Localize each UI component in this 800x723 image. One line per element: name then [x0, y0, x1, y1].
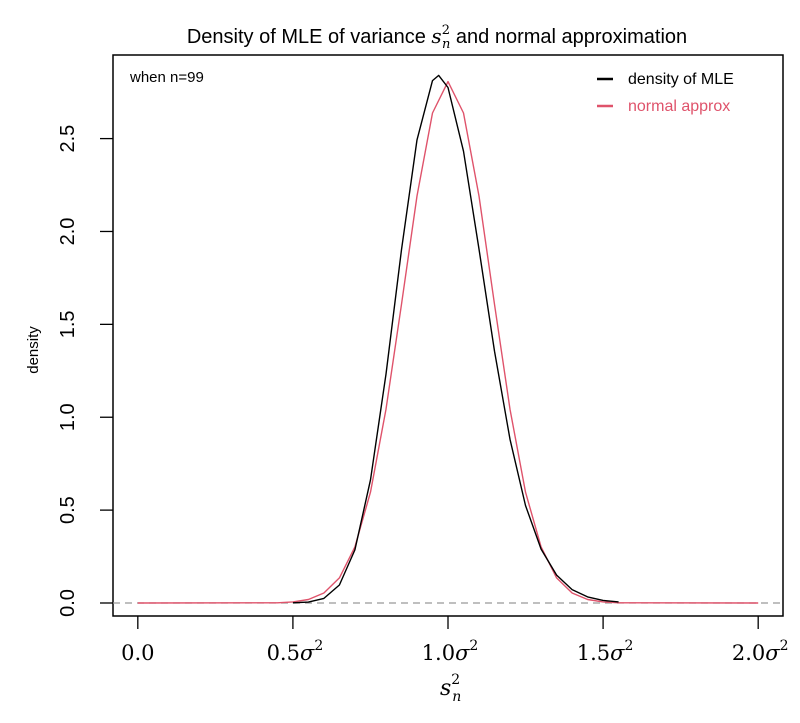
y-tick-label: 2.5 [57, 125, 79, 153]
legend-label: normal approx [628, 98, 730, 115]
x-tick-label: 0.5σ2 [267, 638, 324, 665]
y-tick-label: 0.0 [57, 589, 79, 617]
y-tick-label: 1.5 [57, 310, 79, 338]
y-tick-label: 1.0 [57, 403, 79, 431]
chart-title: Density of MLE of variance s2 n and norma… [187, 23, 687, 52]
y-tick-label: 0.5 [57, 496, 79, 524]
x-tick-label: 1.5σ2 [577, 638, 634, 665]
x-tick-label: 0.0 [121, 641, 154, 665]
y-axis: 0.0 0.5 1.0 1.5 2.0 2.5 [57, 125, 113, 617]
series-group [137, 74, 759, 604]
x-axis: 0.0 0.5σ2 1.0σ2 1.5σ2 2.0σ2 [121, 616, 789, 665]
x-axis-label: s2 n [440, 672, 461, 705]
x-tick-label: 1.0σ2 [422, 638, 479, 665]
legend: density of MLE normal approx [597, 71, 734, 115]
plot-frame [112, 54, 784, 617]
y-tick-label: 2.0 [57, 218, 79, 246]
legend-label: density of MLE [628, 71, 734, 88]
y-axis-label: density [25, 326, 42, 374]
series-line-normal-approx [137, 80, 759, 604]
annotation: when n=99 [129, 69, 204, 86]
x-tick-label: 2.0σ2 [732, 638, 789, 665]
series-line-density-of-mle [292, 74, 619, 604]
